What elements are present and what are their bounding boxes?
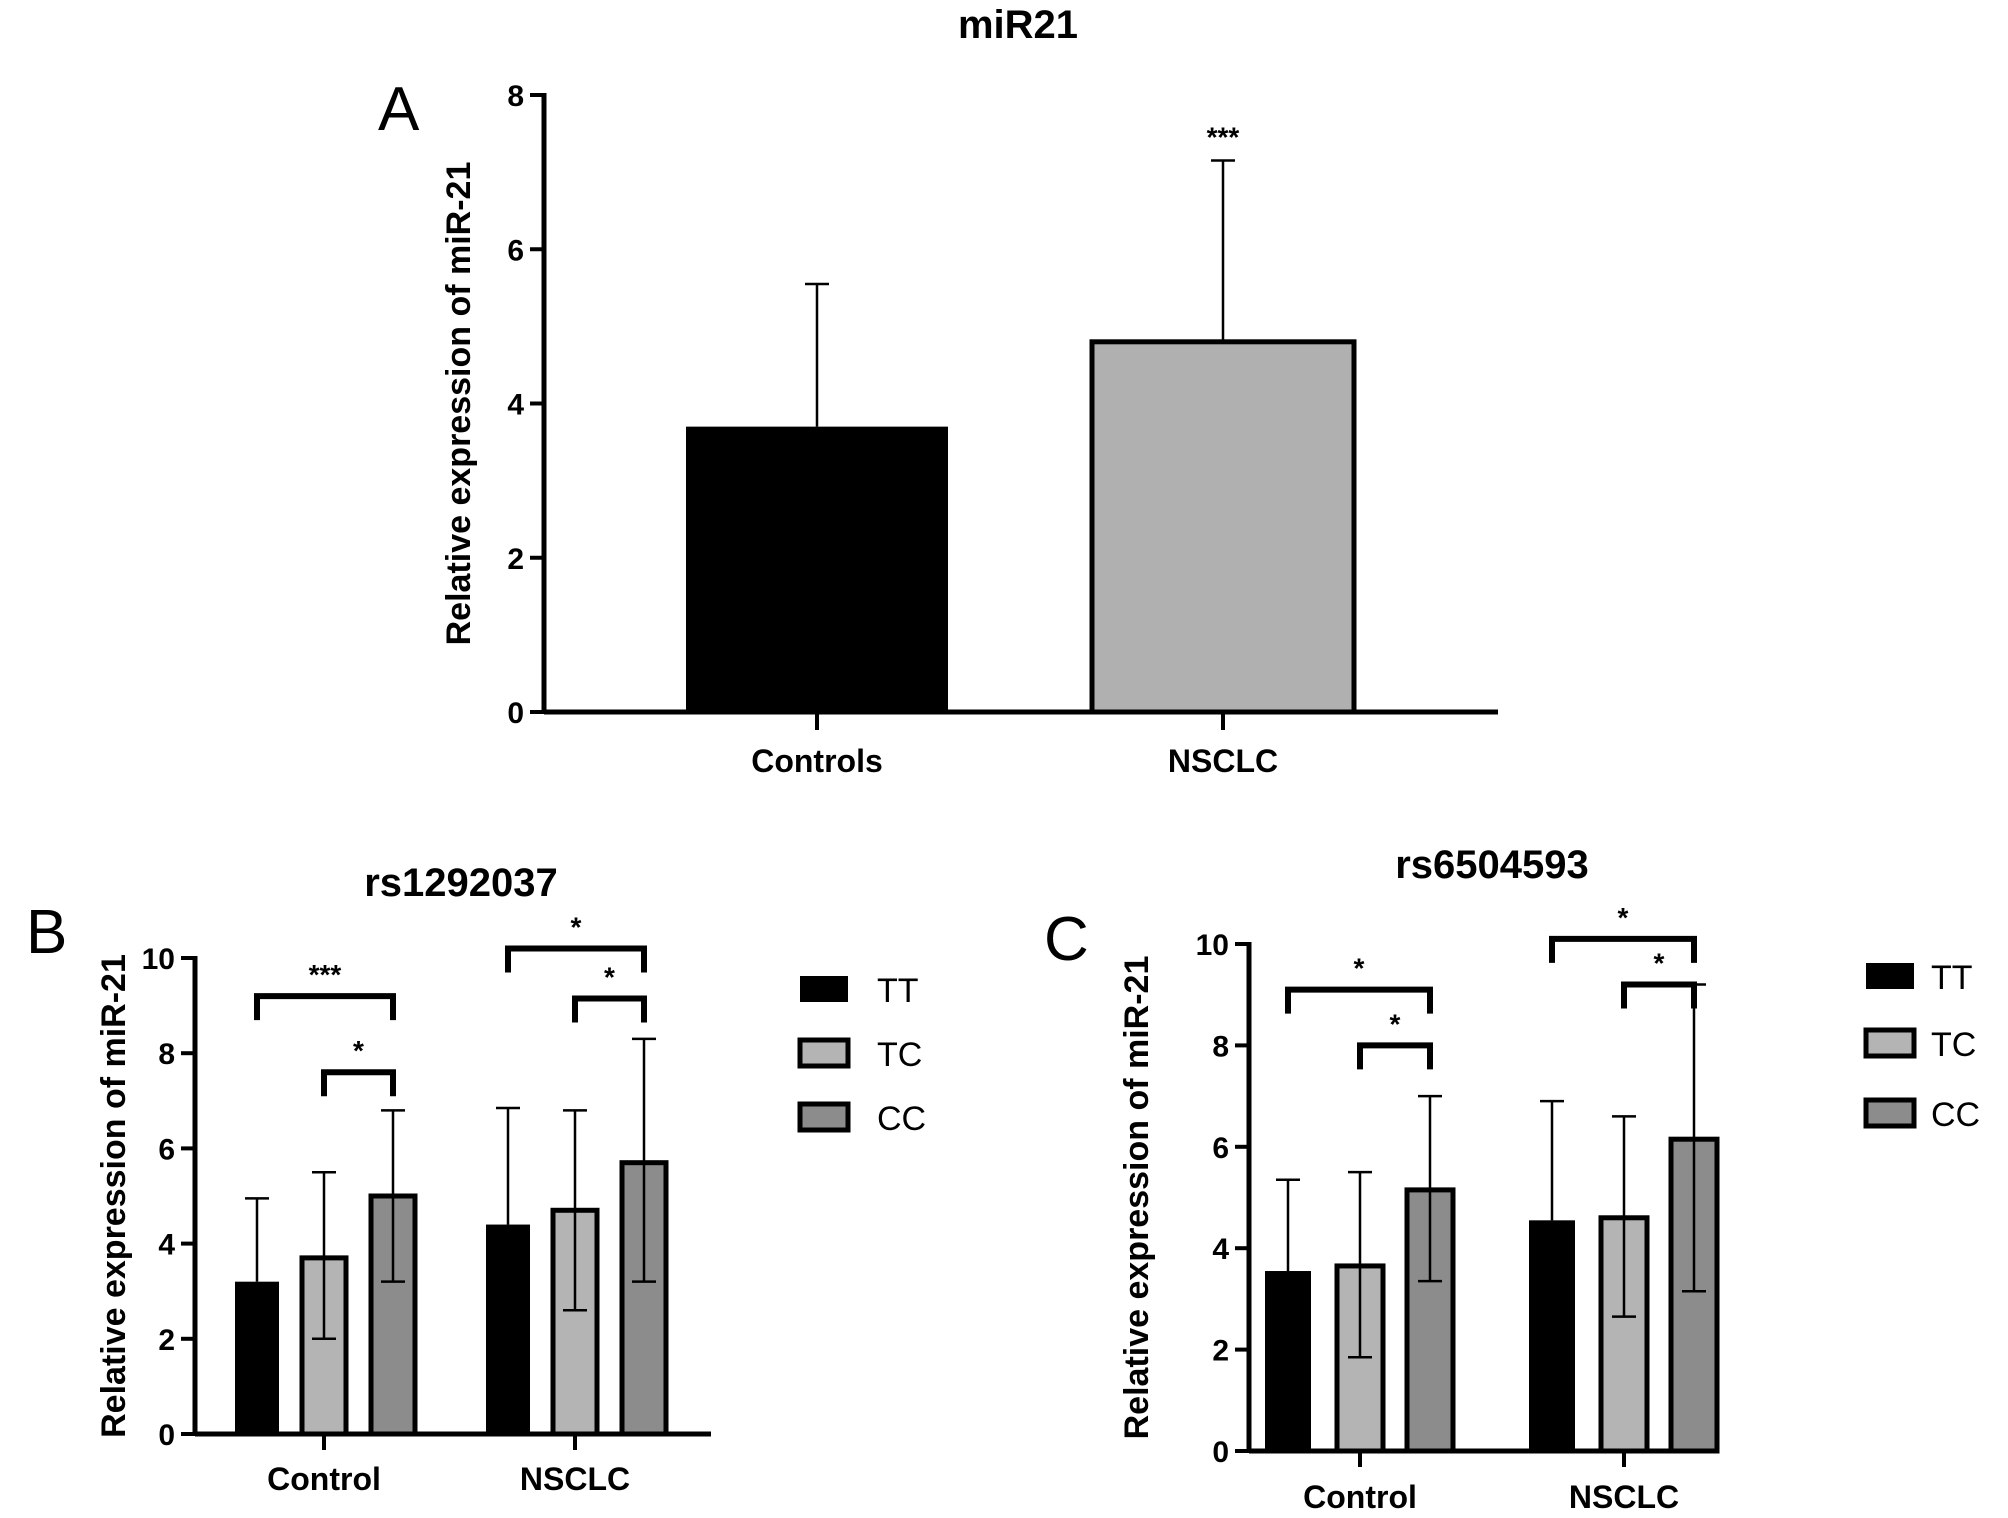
x-category-label: NSCLC (1569, 1479, 1679, 1513)
legend-swatch (797, 1037, 851, 1069)
y-tick-label: 10 (1196, 929, 1229, 962)
significance-bracket (505, 945, 647, 973)
bar (235, 1281, 279, 1434)
panel-label: C (1044, 905, 1089, 974)
significance-label: * (353, 1035, 364, 1066)
significance-label: * (1654, 948, 1665, 979)
y-tick-label: 6 (507, 234, 524, 267)
significance-label: * (1354, 953, 1365, 984)
bar (1089, 339, 1357, 715)
y-tick-label: 8 (158, 1038, 175, 1071)
y-tick-label: 8 (1212, 1030, 1229, 1063)
bar (1265, 1271, 1311, 1451)
y-tick-label: 4 (507, 389, 524, 422)
bar (486, 1224, 530, 1434)
y-tick-label: 4 (1212, 1233, 1229, 1266)
chart-panel-c: rs6504593 C Relative expression of miR-21 0… (1044, 843, 1980, 1515)
bar (686, 426, 948, 712)
chart-panel-b: rs1292037 B Relative expression of miR-21 0… (26, 861, 926, 1497)
legend-swatch (797, 1101, 851, 1133)
significance-label: * (1390, 1008, 1401, 1039)
x-category-label: Control (267, 1461, 381, 1497)
significance-bracket (1285, 986, 1433, 1014)
legend-swatch (1863, 1097, 1917, 1129)
y-tick-label: 2 (507, 543, 524, 576)
panel-label: B (26, 898, 67, 967)
y-tick-label: 10 (142, 943, 175, 976)
significance-label: * (571, 911, 582, 942)
significance-label: *** (309, 959, 342, 990)
chart-panel-a: miR21 A Relative expression of miR-21 0 2 4 6 8… (378, 3, 1498, 779)
y-tick-label: 8 (507, 80, 524, 113)
bar (1529, 1220, 1575, 1451)
legend-label: CC (1931, 1096, 1980, 1134)
y-tick-label: 0 (507, 697, 524, 730)
legend-label: TT (877, 972, 919, 1010)
y-tick-label: 0 (158, 1419, 175, 1452)
legend-swatch (800, 976, 848, 1002)
significance-bracket (321, 1069, 396, 1097)
chart-title: rs1292037 (364, 861, 558, 905)
significance-bracket (254, 993, 396, 1021)
legend-label: CC (877, 1100, 926, 1138)
y-axis-label: Relative expression of miR-21 (95, 954, 133, 1438)
panel-label: A (378, 75, 420, 144)
significance-label: *** (1207, 122, 1240, 153)
significance-bracket (1621, 981, 1697, 1009)
bar (619, 1160, 669, 1437)
significance-label: * (604, 961, 615, 992)
legend-label: TT (1931, 959, 1973, 997)
x-category-label: Control (1303, 1479, 1417, 1513)
y-tick-label: 0 (1212, 1436, 1229, 1469)
x-category-label: Controls (751, 743, 883, 779)
chart-title: miR21 (958, 3, 1078, 47)
y-tick-label: 6 (1212, 1132, 1229, 1165)
chart-title: rs6504593 (1395, 843, 1589, 887)
x-category-label: NSCLC (1168, 743, 1278, 779)
y-tick-label: 4 (158, 1229, 175, 1262)
significance-label: * (1618, 902, 1629, 933)
y-axis-label: Relative expression of miR-21 (1118, 956, 1156, 1440)
legend-swatch (1866, 963, 1914, 989)
significance-bracket (1357, 1042, 1433, 1070)
y-tick-label: 2 (1212, 1335, 1229, 1368)
x-category-label: NSCLC (520, 1461, 630, 1497)
legend-label: TC (1931, 1026, 1976, 1064)
legend-label: TC (877, 1036, 922, 1074)
y-tick-label: 2 (158, 1324, 175, 1357)
significance-bracket (1549, 935, 1697, 963)
y-axis-label: Relative expression of miR-21 (440, 162, 478, 646)
significance-bracket (572, 995, 647, 1023)
y-tick-label: 6 (158, 1133, 175, 1166)
legend-swatch (1863, 1027, 1917, 1059)
